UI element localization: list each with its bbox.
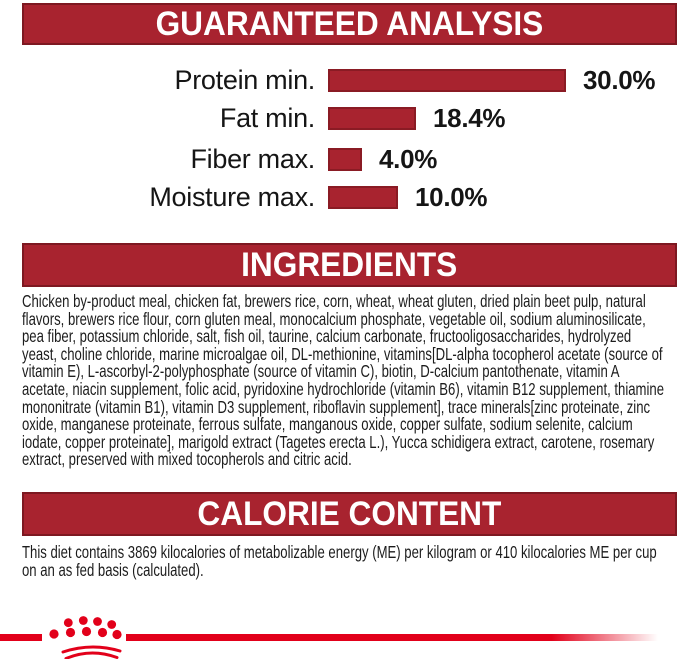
calorie-content-title: CALORIE CONTENT (197, 495, 502, 533)
guaranteed-analysis-title: GUARANTEED ANALYSIS (155, 5, 544, 43)
guaranteed-analysis-banner: GUARANTEED ANALYSIS (22, 3, 677, 45)
ingredients-banner: INGREDIENTS (22, 243, 677, 287)
fat-label: Fat min. (219, 103, 315, 133)
fat-bar (328, 107, 416, 130)
moisture-bar (328, 186, 398, 209)
ingredients-text: Chicken by-product meal, chicken fat, br… (22, 291, 664, 470)
chart-row-fiber: Fiber max. 4.0% (0, 144, 679, 174)
fat-value: 18.4% (433, 103, 506, 133)
protein-bar (328, 69, 566, 92)
ingredients-title: INGREDIENTS (241, 246, 458, 284)
protein-value: 30.0% (583, 65, 656, 95)
royal-canin-crown-icon (49, 616, 122, 659)
moisture-label: Moisture max. (149, 182, 315, 212)
chart-row-fat: Fat min. 18.4% (0, 103, 679, 133)
footer-divider-right (126, 634, 658, 641)
moisture-value: 10.0% (415, 182, 488, 212)
fiber-label: Fiber max. (190, 144, 315, 174)
chart-row-moisture: Moisture max. 10.0% (0, 182, 679, 212)
protein-label: Protein min. (174, 65, 316, 95)
fiber-value: 4.0% (379, 144, 438, 174)
fiber-bar (328, 148, 362, 171)
calorie-content-text: This diet contains 3869 kilocalories of … (22, 542, 657, 580)
calorie-content-banner: CALORIE CONTENT (22, 492, 677, 536)
footer-divider-left (0, 634, 42, 641)
chart-row-protein: Protein min. 30.0% (0, 65, 679, 95)
